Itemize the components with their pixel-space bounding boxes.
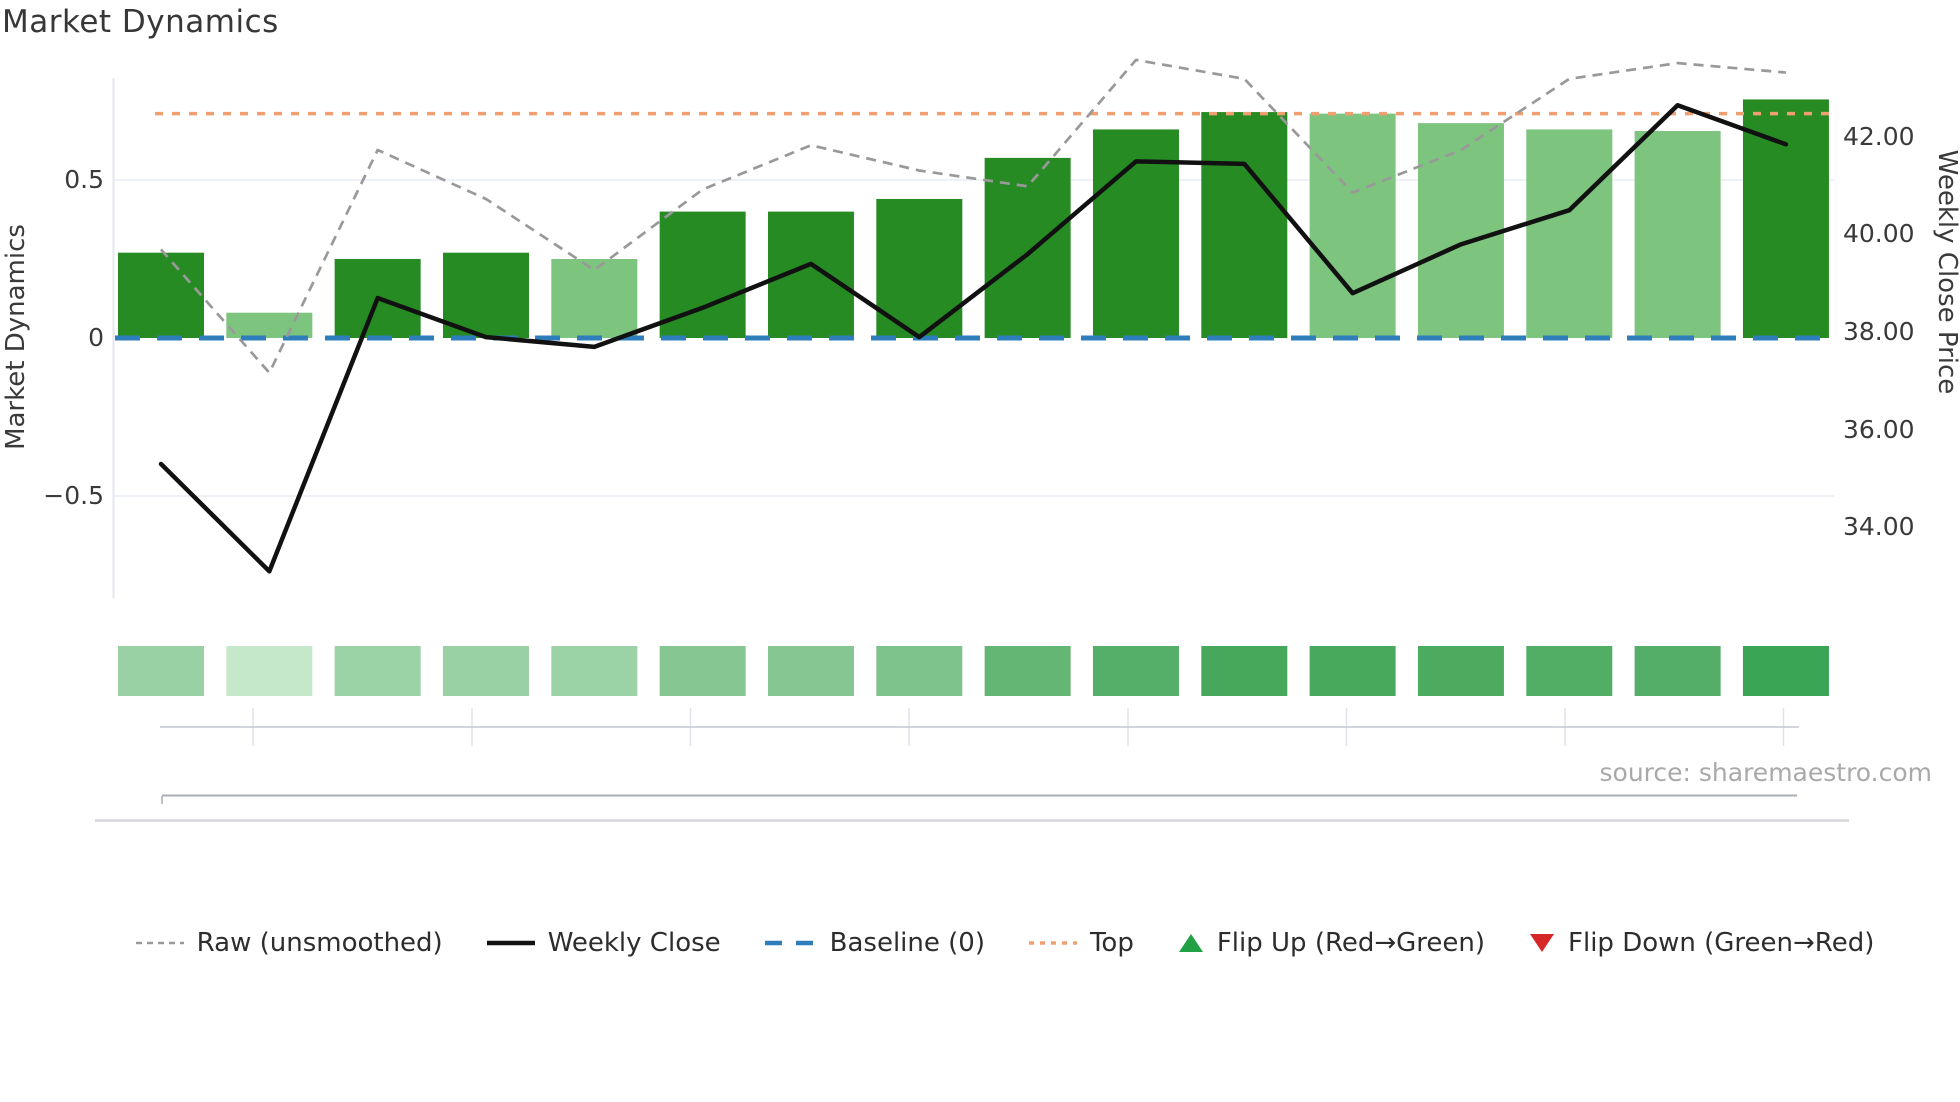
right-tick-36: 36.00 [1843,415,1915,444]
heat-cell [1201,646,1288,696]
bar [226,312,313,338]
legend-item-flip-up: Flip Up (Red→Green) [1178,928,1485,958]
flip-down-triangle-icon [1530,934,1555,952]
bar [551,259,638,338]
legend-item-weekly-close: Weekly Close [486,928,721,958]
flip-up-triangle-icon [1178,934,1203,952]
right-tick-34: 34.00 [1843,512,1915,541]
heat-cell [1526,646,1613,696]
heat-cell [659,646,746,696]
bar [118,252,204,338]
heat-cell [876,646,963,696]
legend-label: Flip Down (Green→Red) [1568,928,1875,958]
solid-line-icon [486,940,535,946]
right-tick-40: 40.00 [1843,219,1915,248]
dotted-line-icon [1028,941,1077,945]
right-tick-38: 38.00 [1843,317,1915,346]
raw-line [159,58,1787,375]
heat-cell [984,646,1071,696]
source-attribution: source: sharemaestro.com [1599,758,1933,787]
legend-label: Raw (unsmoothed) [196,928,443,958]
raw-dashed-line-icon [135,941,184,945]
left-tick-0: 0 [88,323,104,352]
legend-item-flip-down: Flip Down (Green→Red) [1529,928,1874,958]
bar [1742,99,1829,338]
legend-label: Flip Up (Red→Green) [1216,928,1486,958]
heat-cell [1092,646,1179,696]
legend-label: Weekly Close [547,928,721,958]
bar [1526,129,1613,338]
left-axis-title: Market Dynamics [1,224,31,450]
legend-label: Top [1089,928,1134,958]
bar [1309,113,1396,338]
right-axis-title: Weekly Close Price [1932,149,1960,395]
left-tick-neg-0-5: −0.5 [43,481,104,510]
heat-cell [442,646,529,696]
legend-label: Baseline (0) [829,928,985,958]
heat-cell [767,646,854,696]
bar [1417,123,1504,339]
heat-cell [1634,646,1721,696]
right-tick-42: 42.00 [1843,122,1915,151]
weekly-close-line [158,103,1789,574]
heat-cell [1417,646,1504,696]
bar [442,252,529,338]
left-tick-0-5: 0.5 [64,165,104,194]
legend-item-baseline: Baseline (0) [764,928,985,958]
heat-cell [118,646,204,696]
legend-item-raw: Raw (unsmoothed) [135,928,443,958]
bar [1201,112,1288,338]
heat-cell [551,646,638,696]
heat-cell [1309,646,1396,696]
heat-cell [226,646,313,696]
legend-item-top: Top [1028,928,1134,958]
bar [984,157,1071,338]
heat-cell [334,646,421,696]
bar [1634,131,1721,338]
long-dash-line-icon [764,940,817,946]
heat-cell [1742,646,1829,696]
legend: Raw (unsmoothed) Weekly Close Baseline (… [110,916,1900,970]
chart-title: Market Dynamics [2,4,279,40]
